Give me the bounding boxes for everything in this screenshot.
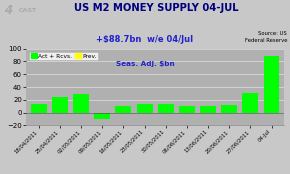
Bar bbox=[52, 97, 68, 113]
Bar bbox=[242, 94, 258, 113]
Bar bbox=[115, 107, 131, 113]
Bar bbox=[179, 109, 195, 113]
Bar bbox=[31, 104, 47, 113]
Bar bbox=[158, 109, 174, 113]
Bar bbox=[200, 109, 216, 113]
Bar bbox=[242, 93, 258, 113]
Bar bbox=[94, 113, 110, 119]
Bar bbox=[52, 98, 68, 113]
Bar bbox=[115, 105, 131, 113]
Bar bbox=[94, 113, 110, 118]
Bar bbox=[221, 105, 237, 113]
Bar bbox=[73, 95, 89, 113]
Bar bbox=[179, 106, 195, 113]
Bar bbox=[200, 105, 216, 113]
Bar bbox=[264, 65, 280, 113]
Text: Seas. Adj. $bn: Seas. Adj. $bn bbox=[116, 61, 174, 67]
Bar bbox=[73, 94, 89, 113]
Bar bbox=[158, 104, 174, 113]
Text: Source: US
Federal Reserve: Source: US Federal Reserve bbox=[244, 31, 287, 42]
Text: +$88.7bn  w/e 04/Jul: +$88.7bn w/e 04/Jul bbox=[97, 35, 193, 44]
Text: 4: 4 bbox=[4, 4, 12, 17]
Text: CAST: CAST bbox=[19, 8, 37, 13]
Legend: Act + Rcvs., Prev.: Act + Rcvs., Prev. bbox=[29, 52, 98, 60]
Bar bbox=[264, 56, 280, 113]
Bar bbox=[31, 109, 47, 113]
Bar bbox=[137, 105, 153, 113]
Text: US M2 MONEY SUPPLY 04-JUL: US M2 MONEY SUPPLY 04-JUL bbox=[74, 3, 239, 13]
Bar bbox=[137, 104, 153, 113]
Bar bbox=[221, 109, 237, 113]
